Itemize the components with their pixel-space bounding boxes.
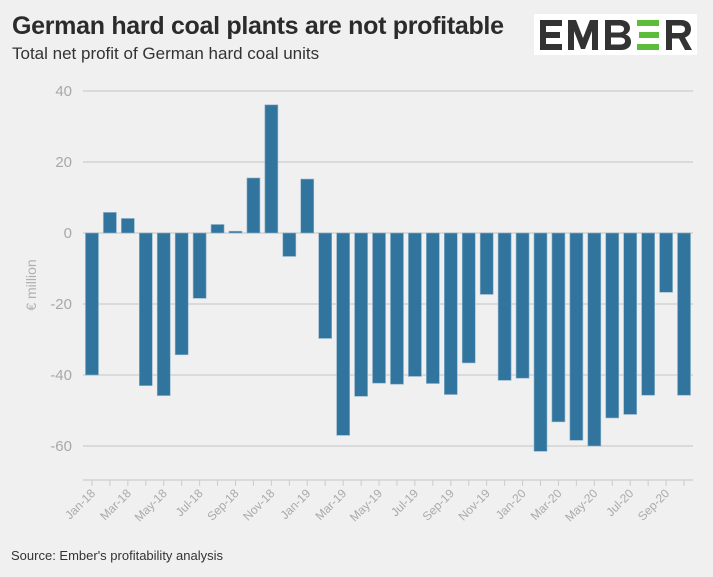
bar-dec-18 xyxy=(282,232,297,257)
grid-lines xyxy=(83,90,693,447)
x-tick-label: Jul-19 xyxy=(388,486,421,519)
bar-apr-20 xyxy=(569,232,584,441)
bar-feb-19 xyxy=(318,232,333,339)
bar-feb-20 xyxy=(533,232,548,452)
bar-jun-18 xyxy=(174,232,189,356)
bar-sep-19 xyxy=(443,232,458,395)
bar-aug-18 xyxy=(210,224,225,234)
chart-title: German hard coal plants are not profitab… xyxy=(12,12,504,40)
bar-jun-20 xyxy=(605,232,620,419)
bar-apr-19 xyxy=(354,232,368,397)
y-tick-label: 20 xyxy=(55,154,72,171)
x-tick-label: Nov-19 xyxy=(456,486,493,523)
x-tick-label: Sep-20 xyxy=(635,486,672,523)
x-tick-label: May-20 xyxy=(562,486,600,524)
bar-mar-20 xyxy=(551,232,566,423)
x-tick-label: Jan-20 xyxy=(493,486,529,522)
bar-jun-19 xyxy=(390,232,404,385)
bar-mar-18 xyxy=(121,218,135,234)
ember-logo xyxy=(534,14,697,55)
bar-jan-19 xyxy=(300,178,315,234)
bar-nov-18 xyxy=(264,104,279,234)
bar-aug-19 xyxy=(426,232,440,384)
bar-oct-20 xyxy=(677,232,691,396)
x-tick-label: Sep-19 xyxy=(420,486,457,523)
source-note: Source: Ember's profitability analysis xyxy=(11,548,224,563)
x-tick-label: May-19 xyxy=(347,486,385,524)
bar-dec-19 xyxy=(497,232,512,381)
x-tick-label: Jan-19 xyxy=(278,486,314,522)
bar-jan-20 xyxy=(515,232,530,379)
x-tick-label: Jul-18 xyxy=(173,486,206,519)
bar-may-20 xyxy=(587,232,602,447)
y-axis-ticks: 40 20 0 -20 -40 -60 xyxy=(50,83,72,455)
x-tick-label: Mar-18 xyxy=(97,486,134,523)
bar-oct-19 xyxy=(461,232,476,364)
bar-may-19 xyxy=(372,232,386,384)
x-tick-label: Jul-20 xyxy=(603,486,636,519)
y-tick-label: -40 xyxy=(50,367,72,384)
bar-mar-19 xyxy=(336,232,350,436)
ember-logo-icon xyxy=(539,19,692,50)
bar-jul-19 xyxy=(408,232,422,377)
bar-may-18 xyxy=(156,232,171,396)
bar-aug-20 xyxy=(641,232,655,396)
bar-jul-20 xyxy=(623,232,638,415)
y-tick-label: -60 xyxy=(50,438,72,455)
bar-apr-18 xyxy=(138,232,153,386)
y-axis-title: € million xyxy=(23,259,39,310)
bar-jul-18 xyxy=(192,232,207,299)
x-tick-label: Jan-18 xyxy=(62,486,98,522)
x-tick-label: May-18 xyxy=(132,486,170,524)
x-tick-label: Mar-20 xyxy=(528,486,565,523)
y-tick-label: 40 xyxy=(55,83,72,100)
x-tick-label: Nov-18 xyxy=(240,486,277,523)
bar-nov-19 xyxy=(479,232,494,295)
y-tick-label: -20 xyxy=(50,296,72,313)
bar-sep-20 xyxy=(659,232,673,293)
bar-feb-18 xyxy=(103,212,117,234)
bar-jan-18 xyxy=(85,232,99,376)
x-tick-label: Mar-19 xyxy=(312,486,349,523)
bar-sep-18 xyxy=(228,230,243,234)
y-tick-label: 0 xyxy=(64,225,72,242)
x-tick-label: Sep-18 xyxy=(204,486,241,523)
chart-subtitle: Total net profit of German hard coal uni… xyxy=(12,44,320,63)
bar-oct-18 xyxy=(246,177,261,234)
bars xyxy=(85,104,691,452)
